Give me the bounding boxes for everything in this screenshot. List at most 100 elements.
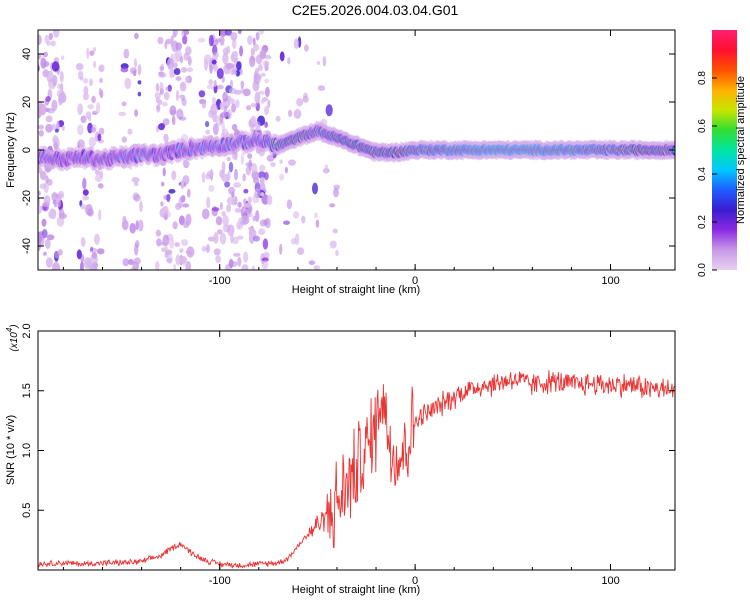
noise-blob	[226, 203, 232, 213]
noise-blob	[91, 95, 96, 104]
noise-blob	[51, 99, 58, 112]
noise-blob	[258, 90, 265, 96]
noise-blob	[186, 67, 194, 73]
noise-blob	[252, 215, 256, 222]
y-tick-label: 0	[21, 147, 33, 153]
noise-blob	[252, 37, 256, 46]
noise-blob	[129, 223, 136, 234]
noise-blob	[171, 170, 177, 181]
noise-blob	[186, 246, 195, 258]
noise-blob	[288, 159, 296, 166]
noise-blob	[82, 92, 89, 101]
noise-blob	[239, 45, 244, 57]
noise-blob	[133, 69, 137, 77]
noise-blob	[254, 91, 261, 104]
noise-blob	[201, 208, 210, 220]
noise-blob	[155, 261, 160, 270]
noise-blob	[262, 60, 270, 67]
noise-blob	[222, 52, 229, 65]
noise-blob	[270, 162, 276, 167]
noise-blob	[95, 102, 101, 114]
noise-blob	[287, 109, 293, 117]
noise-blob	[80, 204, 87, 210]
snr-y-multiplier-base: (x10	[9, 332, 20, 352]
y-tick-label: 0.5	[21, 503, 33, 518]
noise-blob	[42, 201, 50, 208]
noise-blob	[123, 48, 130, 59]
noise-blob	[203, 54, 212, 65]
noise-blob	[211, 59, 217, 65]
noise-blob	[52, 262, 61, 270]
noise-blob	[293, 38, 299, 49]
noise-blob	[231, 103, 237, 113]
noise-blob	[46, 234, 55, 241]
noise-blob	[44, 34, 50, 44]
noise-blob	[216, 229, 223, 235]
y-tick-label: 20	[21, 96, 33, 108]
noise-blob	[240, 153, 245, 165]
noise-blob	[228, 161, 234, 173]
noise-blob	[264, 121, 268, 128]
noise-blob	[54, 128, 59, 133]
noise-blob	[250, 115, 257, 125]
noise-blob	[38, 53, 41, 59]
noise-blob	[179, 94, 186, 99]
noise-blob	[228, 63, 235, 69]
noise-blob	[260, 99, 265, 104]
noise-blob	[182, 203, 190, 208]
noise-blob	[224, 181, 231, 188]
noise-blob	[139, 200, 143, 212]
noise-blob	[211, 207, 220, 212]
noise-blob	[287, 57, 291, 65]
noise-blob	[215, 115, 223, 127]
y-tick-label: -20	[21, 190, 33, 206]
colorbar-tick-label: 0.8	[697, 71, 708, 85]
x-tick-label: -100	[209, 575, 231, 587]
noise-blob	[185, 260, 191, 270]
snr-x-axis: -100 0 100	[62, 331, 651, 587]
colorbar-gradient	[712, 30, 737, 270]
noise-blob	[221, 120, 225, 133]
noise-blob	[304, 44, 309, 52]
noise-blob	[127, 128, 133, 135]
figure-title: C2E5.2026.004.03.04.G01	[292, 2, 459, 18]
noise-blob	[171, 115, 176, 126]
noise-blob	[165, 211, 171, 218]
noise-blob	[83, 85, 89, 96]
noise-blob	[335, 249, 339, 257]
noise-blob	[329, 203, 336, 208]
spectrogram-x-axis: -100 0 100	[62, 30, 651, 287]
noise-blob	[132, 261, 140, 270]
noise-blob	[121, 136, 127, 143]
spectrogram-signal-track	[38, 120, 675, 172]
noise-blob	[228, 98, 235, 105]
y-tick-label: -40	[21, 238, 33, 254]
noise-blob	[266, 154, 275, 162]
noise-blob	[54, 251, 60, 259]
noise-blob	[169, 237, 175, 249]
noise-blob	[303, 92, 308, 99]
noise-blob	[96, 248, 105, 255]
noise-blob	[57, 83, 61, 90]
noise-blob	[41, 229, 48, 239]
noise-blob	[242, 88, 251, 97]
x-tick-label: 0	[412, 575, 418, 587]
noise-blob	[77, 124, 84, 136]
noise-blob	[45, 115, 53, 123]
noise-blob	[56, 216, 65, 227]
noise-blob	[90, 246, 94, 252]
noise-blob	[258, 228, 266, 235]
noise-blob	[201, 245, 207, 252]
noise-blob	[92, 47, 97, 52]
noise-blob	[86, 47, 90, 59]
y-tick-label: 2.0	[21, 323, 33, 338]
noise-blob	[181, 66, 188, 73]
noise-blob	[212, 96, 216, 106]
noise-blob	[261, 194, 270, 205]
noise-blob	[216, 68, 224, 79]
noise-blob	[259, 164, 266, 172]
noise-blob	[308, 260, 316, 266]
noise-blob	[124, 77, 132, 90]
noise-blob	[38, 196, 41, 207]
noise-blob	[230, 79, 233, 89]
